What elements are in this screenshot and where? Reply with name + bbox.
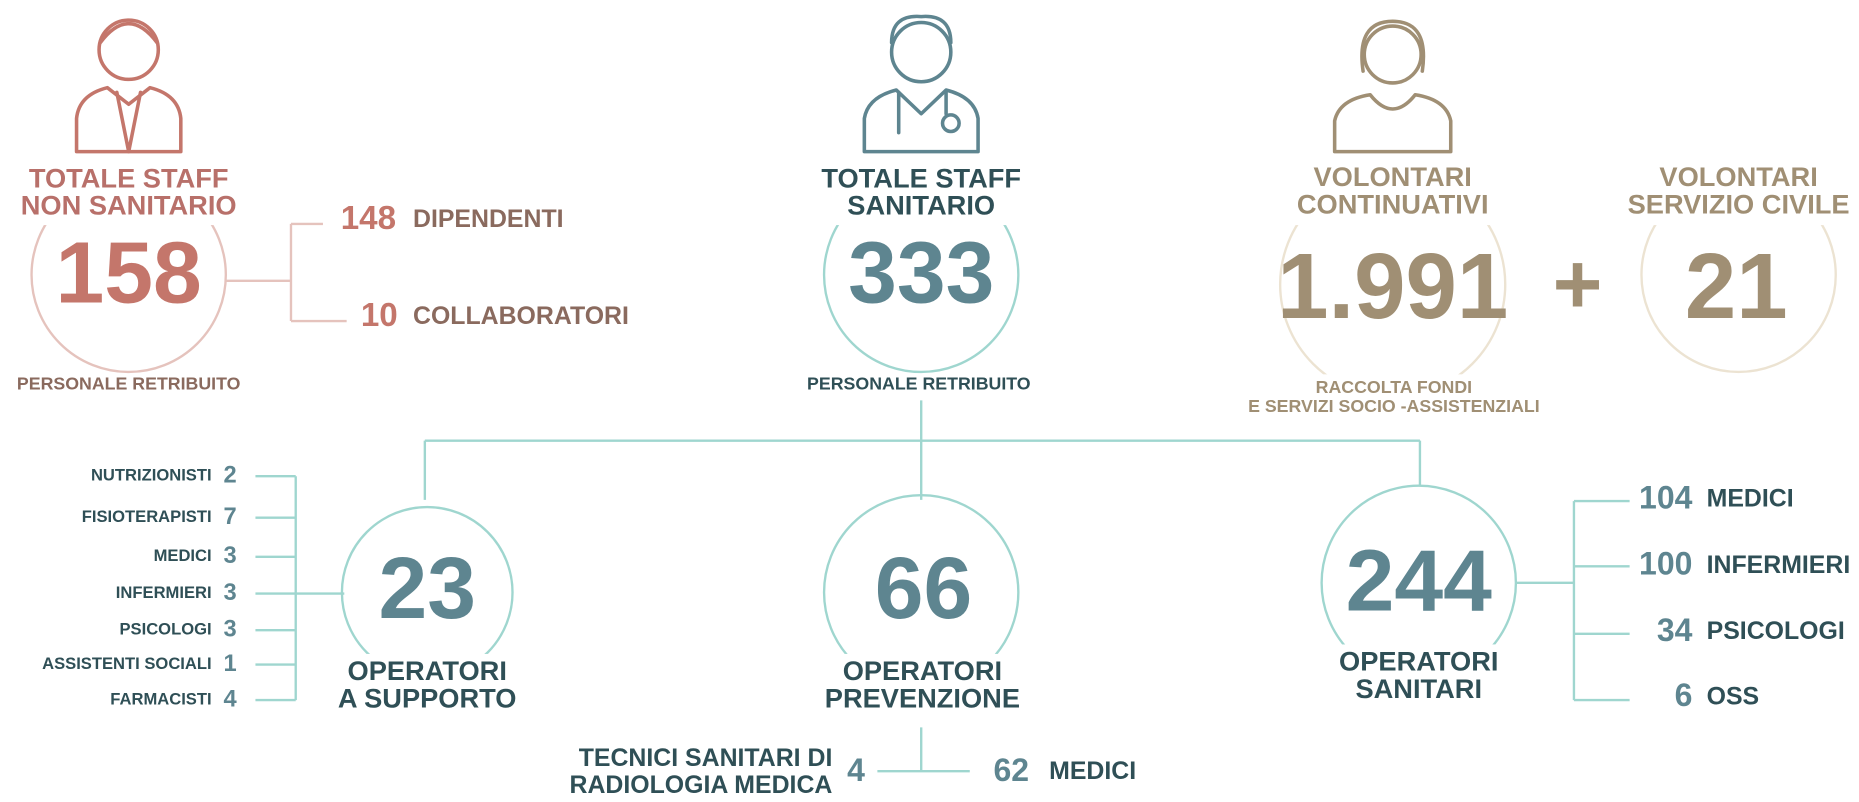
- label: RADIOLOGIA MEDICA: [570, 771, 833, 799]
- plus: +: [1553, 237, 1603, 332]
- value: 3: [223, 580, 236, 606]
- total: 23: [378, 539, 476, 637]
- label: DIPENDENTI: [413, 205, 564, 233]
- label: INFERMIERI: [1707, 551, 1851, 579]
- title: VOLONTARI: [1314, 161, 1472, 192]
- total: 66: [875, 539, 973, 637]
- value: 62: [993, 752, 1029, 788]
- mask: [1321, 644, 1516, 709]
- title: SERVIZIO CIVILE: [1628, 188, 1850, 219]
- title: OPERATORI: [843, 655, 1002, 686]
- connector: [225, 222, 347, 323]
- title: PREVENZIONE: [825, 682, 1020, 713]
- support-list: NUTRIZIONISTI 2 FISIOTERAPISTI 7 MEDICI 3 INFE…: [42, 462, 237, 712]
- label: INFERMIERI: [116, 583, 212, 602]
- value: 2: [223, 462, 236, 488]
- icon-volunteer: [1332, 19, 1453, 154]
- connector: [255, 475, 345, 702]
- title: A SUPPORTO: [338, 682, 517, 713]
- title: VOLONTARI: [1659, 161, 1817, 192]
- title: OPERATORI: [348, 655, 507, 686]
- value: 3: [223, 543, 236, 569]
- value: 1: [223, 651, 236, 677]
- health-list: 104 MEDICI 100 INFERMIERI 34 PSICOLOGI 6 OSS: [1639, 479, 1850, 713]
- caption: PERSONALE RETRIBUITO: [807, 374, 1031, 394]
- label: MEDICI: [154, 546, 212, 565]
- icon-staff: [74, 18, 183, 154]
- mask: [806, 161, 1037, 226]
- mask: [1617, 161, 1855, 226]
- value: 7: [223, 504, 236, 530]
- value: 4: [223, 686, 237, 712]
- connector: [877, 727, 970, 773]
- value: 34: [1657, 612, 1693, 648]
- title: TOTALE STAFF: [29, 162, 229, 193]
- title: CONTINUATIVI: [1297, 188, 1489, 219]
- label: FARMACISTI: [110, 689, 211, 708]
- total: 333: [848, 224, 994, 322]
- caption: PERSONALE RETRIBUITO: [17, 374, 241, 394]
- label: PSICOLOGI: [1707, 617, 1845, 645]
- label: ASSISTENTI SOCIALI: [42, 654, 211, 673]
- label: OSS: [1707, 682, 1760, 710]
- total: 158: [56, 224, 202, 322]
- value: 148: [341, 200, 396, 237]
- label: TECNICI SANITARI DI: [579, 744, 833, 772]
- mask: [806, 653, 1037, 718]
- value: 6: [1675, 677, 1693, 713]
- label: MEDICI: [1049, 757, 1136, 785]
- caption: E SERVIZI SOCIO -ASSISTENZIALI: [1248, 396, 1540, 416]
- label: NUTRIZIONISTI: [91, 466, 212, 485]
- label: COLLABORATORI: [413, 302, 629, 330]
- total: 21: [1685, 234, 1788, 338]
- total: 1.991: [1277, 234, 1508, 338]
- title: SANITARIO: [847, 190, 995, 221]
- total: 244: [1346, 532, 1493, 630]
- value: 104: [1639, 479, 1693, 515]
- value: 3: [223, 616, 236, 642]
- label: MEDICI: [1707, 484, 1794, 512]
- mask: [12, 161, 245, 226]
- icon-doctor: [862, 14, 980, 154]
- value: 100: [1639, 546, 1692, 582]
- value: 10: [361, 297, 398, 334]
- mask: [322, 653, 532, 718]
- mask: [1232, 374, 1555, 420]
- title: TOTALE STAFF: [821, 162, 1021, 193]
- caption: RACCOLTA FONDI: [1316, 377, 1472, 397]
- connector: [1515, 499, 1630, 702]
- connector: [423, 400, 1422, 500]
- title: OPERATORI: [1339, 646, 1498, 677]
- label: PSICOLOGI: [119, 620, 211, 639]
- label: FISIOTERAPISTI: [82, 507, 212, 526]
- mask: [1280, 161, 1506, 226]
- value: 4: [847, 752, 865, 788]
- title: NON SANITARIO: [21, 190, 237, 221]
- title: SANITARI: [1355, 673, 1482, 704]
